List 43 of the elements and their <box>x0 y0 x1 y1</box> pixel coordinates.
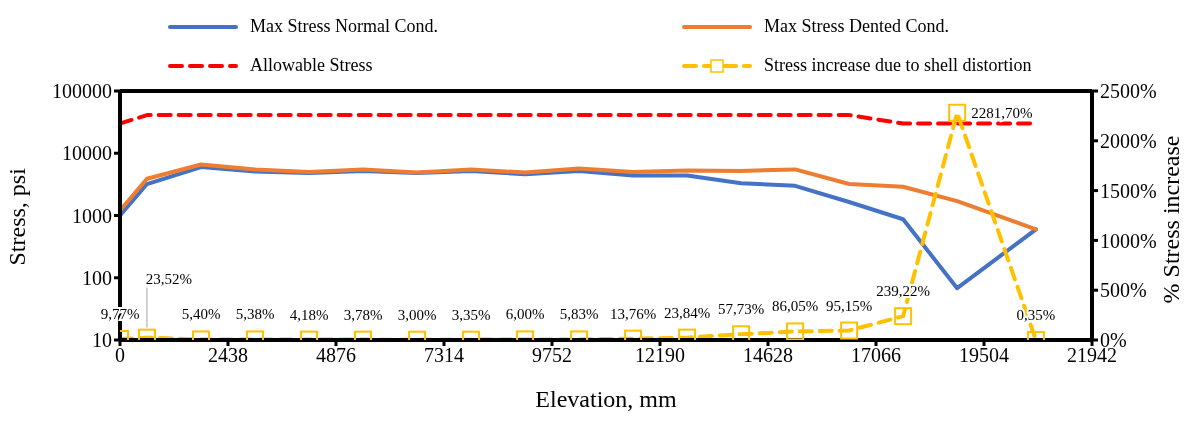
x-tick-label: 7314 <box>424 344 464 367</box>
y-tick-label: 10 <box>92 329 112 352</box>
x-tick-label: 12190 <box>635 344 685 367</box>
data-label: 4,18% <box>289 306 329 323</box>
legend-label: Max Stress Normal Cond. <box>250 16 438 37</box>
data-label: 6,00% <box>505 306 545 323</box>
y2-axis-title: % Stress increase <box>1157 135 1184 304</box>
data-label: 13,76% <box>609 305 657 322</box>
line-series <box>120 162 1038 232</box>
legend-label: Max Stress Dented Cond. <box>764 16 949 37</box>
data-label: 86,05% <box>771 298 819 315</box>
data-label: 3,00% <box>397 306 437 323</box>
data-label: 95,15% <box>825 297 873 314</box>
y-axis-title: Stress, psi <box>3 167 30 266</box>
data-label: 23,84% <box>663 304 711 321</box>
y-tick-label: 100 <box>82 266 112 289</box>
x-tick-label: 9752 <box>532 344 572 367</box>
y2-tick-label: 2000% <box>1100 129 1157 152</box>
data-label: 3,78% <box>343 306 383 323</box>
y-tick-label: 1000 <box>72 204 112 227</box>
data-label: 2281,70% <box>971 104 1033 121</box>
x-tick-label: 17066 <box>851 344 901 367</box>
y2-tick-label: 1500% <box>1100 179 1157 202</box>
data-label: 5,38% <box>235 306 275 323</box>
data-label: 3,35% <box>451 306 491 323</box>
legend-label: Allowable Stress <box>250 55 373 76</box>
data-label: 57,73% <box>717 301 765 318</box>
y2-tick-label: 1000% <box>1100 229 1157 252</box>
y2-tick-label: 2500% <box>1100 80 1157 103</box>
y-tick-label: 100000 <box>52 80 112 103</box>
x-tick-label: 0 <box>115 344 125 367</box>
y2-tick-label: 500% <box>1100 279 1147 302</box>
x-tick-label: 19504 <box>959 344 1009 367</box>
y-tick-label: 10000 <box>62 142 112 165</box>
x-tick-label: 14628 <box>743 344 793 367</box>
x-tick-label: 2438 <box>208 344 248 367</box>
data-label: 23,52% <box>145 270 193 287</box>
data-label: 0,35% <box>1016 306 1056 323</box>
x-tick-label: 4876 <box>316 344 356 367</box>
x-axis-title: Elevation, mm <box>535 386 677 413</box>
data-label: 5,40% <box>181 306 221 323</box>
data-label: 5,83% <box>559 306 599 323</box>
legend-label: Stress increase due to shell distortion <box>764 55 1032 76</box>
